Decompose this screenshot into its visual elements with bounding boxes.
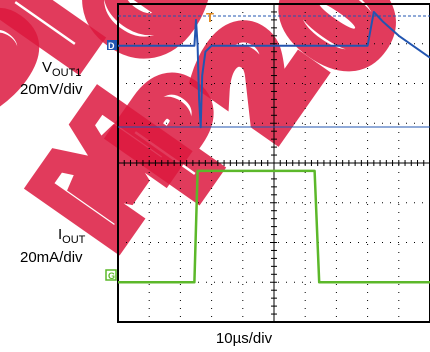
series-vout1-line bbox=[118, 11, 430, 129]
trigger-marker: T bbox=[206, 10, 214, 25]
iout-channel-marker: G bbox=[105, 269, 117, 281]
iout-scale: 20mA/div bbox=[20, 249, 83, 266]
svg-text:G: G bbox=[108, 271, 115, 281]
svg-text:D: D bbox=[108, 41, 115, 51]
series-iout-line bbox=[118, 169, 430, 284]
x-axis-label: 10µs/div bbox=[216, 330, 273, 347]
iout-label: IOUT bbox=[58, 226, 86, 246]
vout-scale: 20mV/div bbox=[20, 81, 83, 98]
vout-channel-marker: D bbox=[107, 40, 117, 51]
vout-label: VOUT1 bbox=[42, 59, 81, 79]
svg-text:T: T bbox=[206, 10, 214, 25]
traces bbox=[118, 11, 430, 284]
